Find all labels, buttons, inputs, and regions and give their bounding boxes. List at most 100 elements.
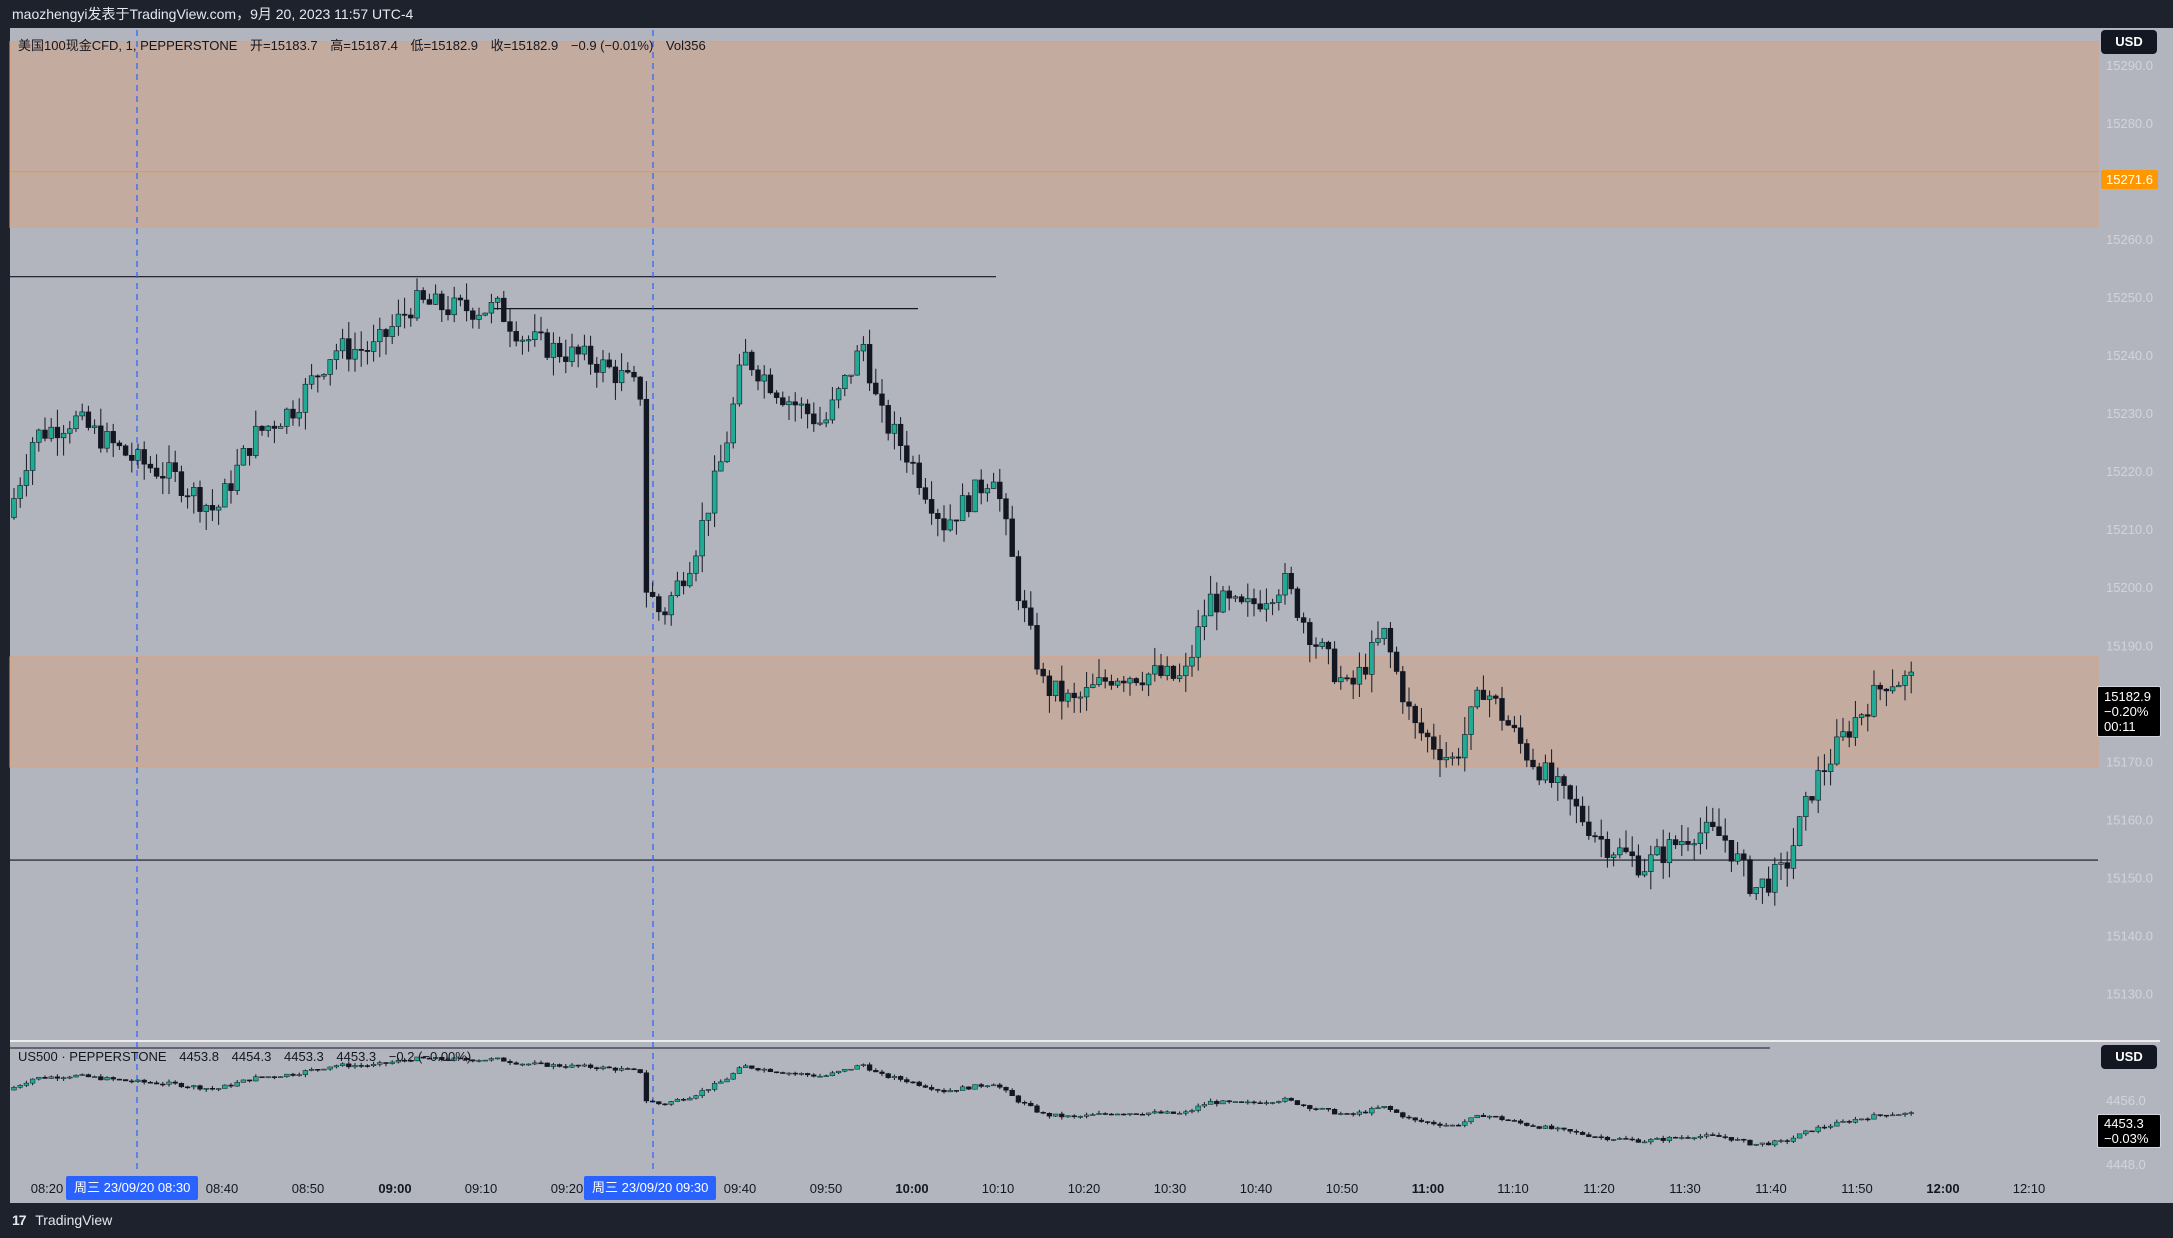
sub-candle-body (1362, 1111, 1369, 1114)
candle-body (736, 364, 743, 405)
time-axis-label: 11:00 (1412, 1181, 1445, 1196)
sub-candle-body (798, 1073, 805, 1075)
candle-body (1462, 734, 1468, 759)
candle-body (290, 408, 296, 419)
price-axis-label: 15280.0 (2106, 116, 2153, 131)
main-symbol[interactable]: 美国100现金CFD, 1, PEPPERSTONE (18, 38, 238, 53)
tradingview-logo-icon[interactable]: 17 (12, 1212, 27, 1228)
sub-candle-body (277, 1076, 284, 1078)
sub-candle-body (1685, 1137, 1691, 1139)
candle-body (1021, 600, 1028, 609)
session-tag-0830: 周三 23/09/20 08:30 (66, 1176, 199, 1200)
sub-candle-body (680, 1099, 687, 1101)
candle-body (897, 423, 904, 447)
candle-body (1865, 714, 1871, 717)
sub-candle-body (848, 1068, 854, 1071)
sub-candle-body (1145, 1112, 1152, 1115)
currency-badge-main[interactable]: USD (2101, 30, 2157, 54)
candle-body (364, 350, 371, 352)
sub-candle-body (1896, 1114, 1902, 1116)
sub-candle-body (835, 1070, 842, 1074)
candle-body (1009, 518, 1015, 557)
sub-candle-body (1437, 1123, 1443, 1126)
candle-body (612, 366, 619, 384)
sub-candle-body (612, 1067, 619, 1071)
candle-body (426, 299, 433, 305)
candle-body (1536, 766, 1542, 781)
footer-brand[interactable]: TradingView (35, 1212, 113, 1228)
chart-frame[interactable] (10, 28, 2173, 1203)
candle-body (191, 487, 197, 497)
sub-candle-body (649, 1100, 656, 1103)
candle-body (110, 431, 116, 444)
sub-symbol[interactable]: US500 · PEPPERSTONE (18, 1049, 167, 1064)
sub-candle-body (1462, 1121, 1468, 1126)
candle-body (1269, 602, 1276, 605)
sub-candle-body (780, 1072, 786, 1074)
candle-body (1610, 854, 1617, 858)
sub-candle-body (346, 1063, 352, 1068)
sub-candle-body (928, 1087, 935, 1090)
currency-badge-sub[interactable]: USD (2101, 1045, 2157, 1069)
candle-body (1133, 678, 1139, 684)
sub-candle-body (308, 1069, 315, 1071)
sub-candle-body (891, 1076, 898, 1078)
sub-candle-body (662, 1103, 668, 1106)
sub-candle-body (1858, 1118, 1865, 1121)
candle-body (1846, 731, 1852, 738)
sub-candle-body (1666, 1136, 1673, 1141)
sub-candle-body (383, 1062, 389, 1064)
sub-candle-body (959, 1086, 966, 1091)
sub-candle-body (693, 1095, 699, 1099)
candle-body (1648, 854, 1654, 872)
candle-body (873, 382, 879, 395)
candle-body (209, 505, 216, 511)
candle-body (11, 498, 17, 518)
candle-body (1889, 686, 1896, 692)
sub-candle-body (885, 1073, 891, 1078)
candle-body (215, 506, 222, 511)
sub-candle-body (482, 1059, 488, 1062)
sub-candle-body (1468, 1117, 1474, 1123)
sub-candle-body (463, 1057, 470, 1061)
sub-candle-body (618, 1068, 625, 1071)
candle-body (811, 413, 817, 425)
sub-candle-body (897, 1076, 904, 1080)
candle-body (1604, 838, 1611, 858)
sub-low: 4453.3 (284, 1049, 324, 1064)
sub-price-axis-label: 4448.0 (2106, 1157, 2146, 1172)
candle-body (885, 405, 891, 434)
candle-body (1834, 736, 1840, 765)
last-price-change: −0.20% (2104, 704, 2149, 719)
candle-body (333, 350, 340, 360)
candle-body (445, 309, 451, 316)
sub-candle-body (445, 1059, 451, 1061)
time-axis-label: 08:50 (292, 1181, 325, 1196)
candle-body (389, 326, 395, 337)
sub-candle-body (941, 1089, 947, 1093)
sub-candle-body (637, 1069, 643, 1073)
sub-close: 4453.3 (336, 1049, 377, 1064)
candle-body (1059, 680, 1065, 702)
sub-candle-body (1170, 1111, 1177, 1114)
sub-candle-body (947, 1090, 953, 1093)
sub-candle-body (804, 1073, 811, 1076)
time-axis-label: 11:10 (1497, 1181, 1529, 1196)
candle-body (1226, 590, 1232, 599)
candle-body (1542, 762, 1549, 781)
candle-body (222, 483, 228, 508)
sub-candle-body (1846, 1121, 1852, 1123)
sub-candle-body (1555, 1127, 1561, 1130)
candle-body (1232, 596, 1239, 599)
candle-body (1090, 684, 1096, 688)
sub-candle-body (1617, 1138, 1623, 1140)
candle-body (1164, 665, 1170, 676)
sub-candle-body (377, 1062, 383, 1065)
candle-body (687, 573, 693, 587)
candle-body (67, 428, 73, 434)
sub-candle-body (519, 1063, 526, 1066)
candle-body (711, 470, 718, 514)
sub-candle-body (1679, 1137, 1685, 1139)
sub-candle-body (550, 1064, 557, 1067)
candle-body (730, 403, 736, 444)
